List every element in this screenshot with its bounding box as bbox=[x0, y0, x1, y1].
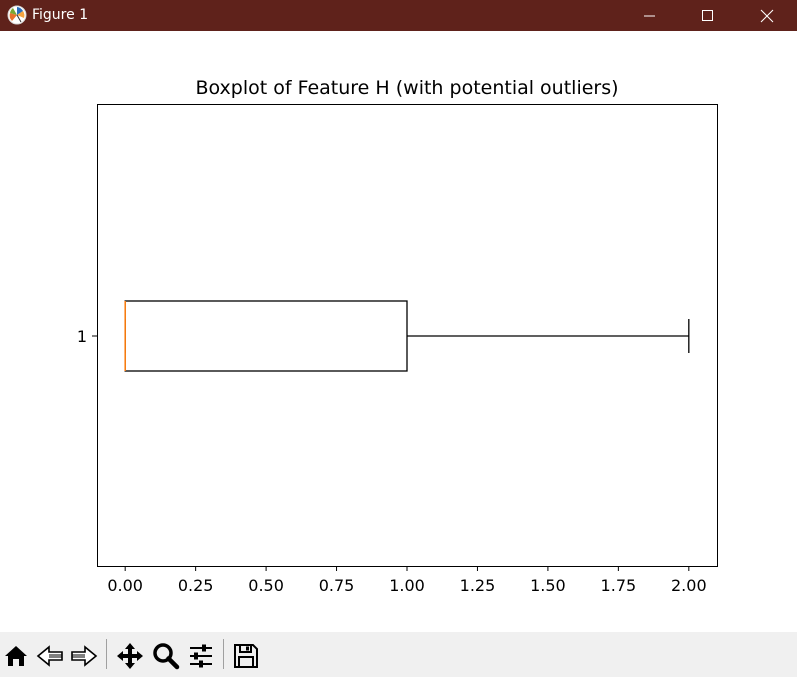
title-bar[interactable]: Figure 1 bbox=[0, 0, 797, 31]
maximize-button[interactable] bbox=[679, 0, 737, 31]
x-tick-label: 1.50 bbox=[530, 576, 566, 595]
matplotlib-app-icon bbox=[7, 5, 27, 25]
zoom-magnifier-icon bbox=[153, 643, 180, 670]
boxplot-chart: Boxplot of Feature H (with potential out… bbox=[77, 77, 718, 595]
x-tick-label: 0.00 bbox=[107, 576, 143, 595]
minimize-button[interactable] bbox=[621, 0, 679, 31]
x-tick-label: 0.25 bbox=[178, 576, 214, 595]
toolbar-separator bbox=[106, 639, 107, 669]
close-icon bbox=[760, 9, 774, 22]
back-button[interactable] bbox=[35, 641, 65, 671]
back-arrow-icon bbox=[36, 645, 63, 667]
home-button[interactable] bbox=[1, 641, 31, 671]
x-tick-label: 0.50 bbox=[248, 576, 284, 595]
pan-button[interactable] bbox=[115, 641, 145, 671]
configure-subplots-icon bbox=[190, 644, 212, 668]
x-tick-label: 1.75 bbox=[601, 576, 637, 595]
x-tick-label: 1.00 bbox=[389, 576, 425, 595]
x-tick-label: 1.25 bbox=[460, 576, 496, 595]
home-icon bbox=[5, 646, 27, 666]
chart-title: Boxplot of Feature H (with potential out… bbox=[195, 77, 618, 99]
box-iqr bbox=[124, 300, 408, 372]
toolbar-separator bbox=[223, 639, 224, 669]
figure-canvas[interactable]: Boxplot of Feature H (with potential out… bbox=[0, 31, 797, 632]
x-tick-label: 2.00 bbox=[671, 576, 707, 595]
forward-arrow-icon bbox=[71, 645, 98, 667]
x-tick-label: 0.75 bbox=[319, 576, 355, 595]
save-floppy-icon bbox=[234, 644, 258, 668]
minimize-icon bbox=[644, 15, 655, 16]
forward-button[interactable] bbox=[69, 641, 99, 671]
close-button[interactable] bbox=[738, 0, 796, 31]
window-title: Figure 1 bbox=[32, 7, 89, 23]
maximize-icon bbox=[702, 9, 713, 21]
y-tick-label: 1 bbox=[77, 327, 87, 346]
navigation-toolbar bbox=[0, 632, 797, 677]
configure-subplots-button[interactable] bbox=[186, 641, 216, 671]
zoom-button[interactable] bbox=[151, 641, 181, 671]
save-button[interactable] bbox=[231, 641, 261, 671]
pan-move-icon bbox=[117, 643, 143, 669]
